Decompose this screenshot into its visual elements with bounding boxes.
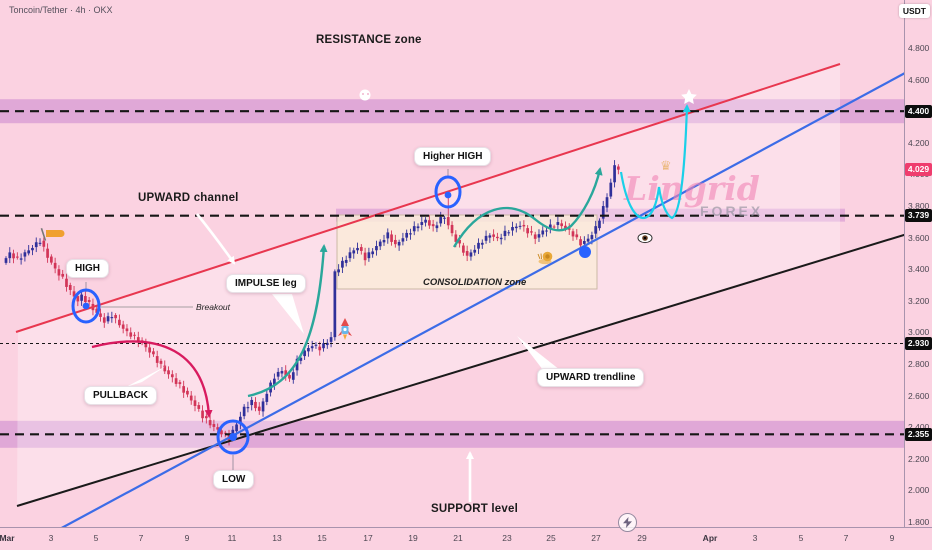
y-tick-2.000: 2.000 xyxy=(908,485,930,496)
callout-pointers xyxy=(126,294,560,387)
x-tick-15: 15 xyxy=(317,533,327,543)
y-tick-3.000: 3.000 xyxy=(908,327,930,338)
rocket-icon xyxy=(338,318,352,340)
high-callout[interactable]: HIGH xyxy=(66,259,109,278)
price-axis[interactable]: 4.8004.6004.4004.2004.0003.8003.6003.400… xyxy=(904,0,932,528)
x-tick-3: 3 xyxy=(48,533,54,543)
high-circle[interactable] xyxy=(71,288,101,324)
eye-icon xyxy=(637,232,653,244)
y-tick-3.600: 3.600 xyxy=(908,232,930,243)
x-tick-29: 29 xyxy=(637,533,647,543)
emoji-markers xyxy=(40,89,697,340)
x-tick-25: 25 xyxy=(546,533,556,543)
watermark: ♛ Lingrid FOREX xyxy=(623,158,763,219)
y-tick-1.800: 1.800 xyxy=(908,517,930,527)
level-chip-3.739: 3.739 xyxy=(905,209,932,223)
watermark-sub: FOREX xyxy=(700,203,763,219)
low-circle[interactable] xyxy=(216,419,250,455)
candlesticks xyxy=(4,160,620,446)
impulse-leg-callout[interactable]: IMPULSE leg xyxy=(226,274,306,293)
support-level-label[interactable]: SUPPORT level xyxy=(431,503,518,515)
y-tick-3.400: 3.400 xyxy=(908,264,930,275)
x-tick-5: 5 xyxy=(798,533,804,543)
y-tick-4.200: 4.200 xyxy=(908,137,930,148)
x-tick-17: 17 xyxy=(363,533,373,543)
y-tick-2.800: 2.800 xyxy=(908,359,930,369)
y-tick-2.600: 2.600 xyxy=(908,390,930,401)
level-chip-2.355: 2.355 xyxy=(905,427,932,441)
x-tick-19: 19 xyxy=(408,533,418,543)
drawing-arrows xyxy=(91,104,691,502)
level-chip-4.400: 4.400 xyxy=(905,104,932,118)
pullback-arrow[interactable] xyxy=(91,340,213,418)
y-tick-2.400: 2.400 xyxy=(908,422,929,432)
x-tick-13: 13 xyxy=(272,533,282,543)
x-tick-23: 23 xyxy=(502,533,512,543)
level-chip-2.930: 2.930 xyxy=(905,336,932,350)
snail-icon xyxy=(537,251,553,265)
resistance-zone-label[interactable]: RESISTANCE zone xyxy=(316,34,422,46)
x-tick-5: 5 xyxy=(93,533,99,543)
watermark-crown-icon: ♛ xyxy=(660,158,672,173)
current-price-chip: 4.029 xyxy=(905,163,932,177)
trendline-dot[interactable] xyxy=(579,246,591,258)
x-tick-9: 9 xyxy=(889,533,895,543)
x-tick-3: 3 xyxy=(752,533,758,543)
y-tick-4.800: 4.800 xyxy=(908,43,930,53)
upward-trendline-callout[interactable]: UPWARD trendline xyxy=(537,368,645,387)
trend-lines xyxy=(15,63,931,532)
star-icon xyxy=(681,89,697,105)
y-tick-3.200: 3.200 xyxy=(908,295,930,306)
x-tick-9: 9 xyxy=(184,533,190,543)
y-tick-4.600: 4.600 xyxy=(908,74,930,85)
low-callout[interactable]: LOW xyxy=(213,470,255,489)
channel-pointer-arrow xyxy=(195,213,236,265)
quote-currency-chip: USDT xyxy=(898,4,930,18)
x-tick-7: 7 xyxy=(843,533,849,543)
y-tick-3.800: 3.800 xyxy=(908,201,930,211)
swing-markers xyxy=(71,175,591,455)
channel-top-line[interactable] xyxy=(15,63,841,333)
x-tick-Apr: Apr xyxy=(702,533,718,543)
watermark-brand: Lingrid xyxy=(623,169,760,208)
upward-trendline-line[interactable] xyxy=(55,72,906,532)
flag-marker-icon xyxy=(40,227,65,241)
x-tick-7: 7 xyxy=(138,533,144,543)
wave-arrow[interactable] xyxy=(452,167,603,248)
x-tick-11: 11 xyxy=(227,533,237,543)
x-tick-21: 21 xyxy=(453,533,463,543)
pullback-callout[interactable]: PULLBACK xyxy=(84,386,157,405)
breakout-label[interactable]: Breakout xyxy=(196,302,231,312)
consolidation-zone-label[interactable]: CONSOLIDATION zone xyxy=(423,277,527,288)
x-tick-Mar: Mar xyxy=(0,533,15,543)
higher-high-callout[interactable]: Higher HIGH xyxy=(414,147,492,166)
y-tick-2.200: 2.200 xyxy=(908,453,930,464)
lightning-icon xyxy=(623,517,632,528)
higher-high-circle[interactable] xyxy=(434,175,462,209)
lightning-button[interactable] xyxy=(618,513,637,532)
white-dot-icon xyxy=(359,89,371,101)
upward-channel-label[interactable]: UPWARD channel xyxy=(138,192,239,204)
time-axis[interactable]: Mar 3 5 7 9 11 13 15 17 19 21 23 25 27 29 Apr 3 5 7 9 xyxy=(0,527,932,550)
channel-bottom-line[interactable] xyxy=(16,226,931,507)
x-tick-27: 27 xyxy=(591,533,601,543)
symbol-title: Toncoin/Tether · 4h · OKX xyxy=(9,5,113,15)
projection-arrow[interactable] xyxy=(619,104,691,220)
impulse-arrow[interactable] xyxy=(247,244,328,398)
